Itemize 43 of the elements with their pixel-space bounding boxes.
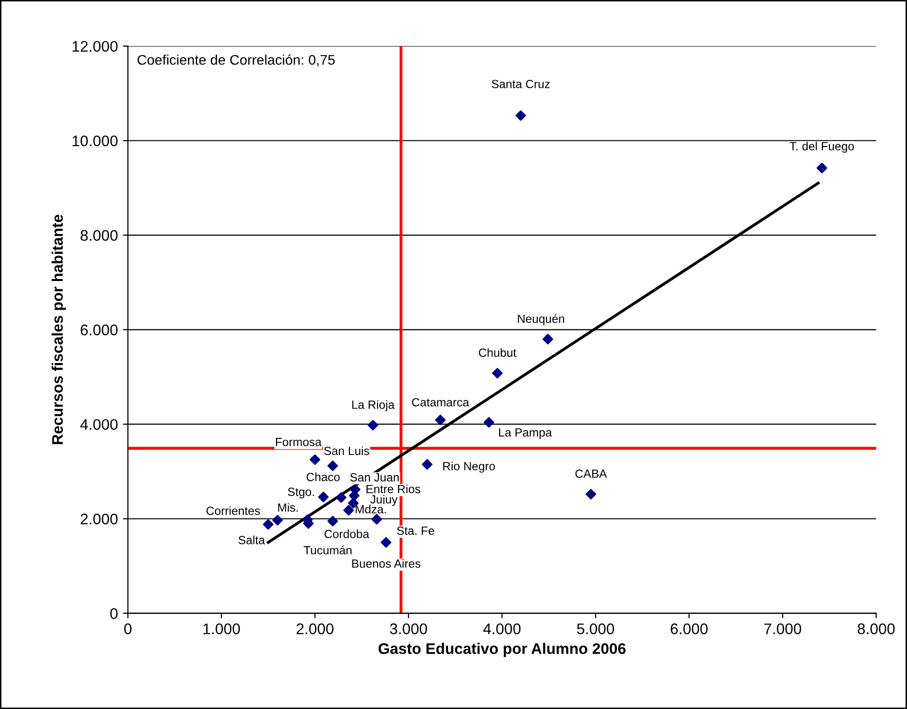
- data-label: Neuquén: [518, 314, 564, 326]
- data-label: San Juan: [350, 473, 399, 482]
- data-label: San Luis: [324, 446, 370, 456]
- data-label: Tucumán: [304, 546, 352, 554]
- x-tick-label: 3.000: [390, 623, 428, 634]
- x-tick-label: 6.000: [670, 623, 708, 634]
- annotation: Coeficiente de Correlación: 0,75: [138, 54, 335, 66]
- data-label: Rio Negro: [443, 462, 495, 473]
- y-tick-label: 10.000: [72, 135, 118, 146]
- data-label: Salta: [238, 536, 265, 544]
- data-label: Mis.: [278, 503, 298, 512]
- x-axis-title: Gasto Educativo por Alumno 2006: [378, 642, 626, 658]
- y-tick-label: 8.000: [80, 230, 118, 241]
- data-label: Chubut: [478, 348, 516, 357]
- data-label: Sta. Fe: [397, 526, 434, 535]
- x-tick-label: 0: [124, 623, 132, 634]
- data-label: Mdza.: [356, 504, 386, 514]
- x-tick-label: 5.000: [577, 623, 614, 634]
- y-tick-label: 2.000: [80, 514, 118, 524]
- x-tick-label: 4.000: [483, 623, 521, 634]
- data-label: Entre Rios: [366, 484, 420, 494]
- data-label: Corrientes: [206, 506, 260, 516]
- data-label: La Pampa: [499, 428, 552, 439]
- y-tick-label: 4.000: [80, 419, 118, 430]
- x-tick-label: 2.000: [296, 623, 334, 634]
- data-label: Santa Cruz: [492, 80, 550, 88]
- data-label: Jujuy: [370, 494, 398, 506]
- data-label: Catamarca: [412, 398, 470, 406]
- data-label: Formosa: [276, 438, 322, 446]
- x-tick-label: 8.000: [858, 623, 895, 634]
- y-tick-label: 12.000: [72, 40, 118, 52]
- y-tick-label: 6.000: [80, 324, 118, 336]
- data-label: La Rioja: [352, 400, 395, 412]
- data-label: Cordoba: [324, 530, 370, 538]
- data-label: Stgo.: [288, 488, 314, 498]
- x-tick-label: 7.000: [764, 623, 802, 634]
- data-label: Buenos Aires: [352, 559, 420, 568]
- data-label: CABA: [575, 470, 607, 478]
- data-label: Chaco: [306, 472, 340, 482]
- y-axis-title: Recursos fiscales por habitante: [52, 214, 66, 444]
- data-label: T. del Fuego: [790, 142, 854, 153]
- x-tick-label: 1.000: [203, 623, 240, 634]
- y-tick-label: 0: [110, 608, 118, 619]
